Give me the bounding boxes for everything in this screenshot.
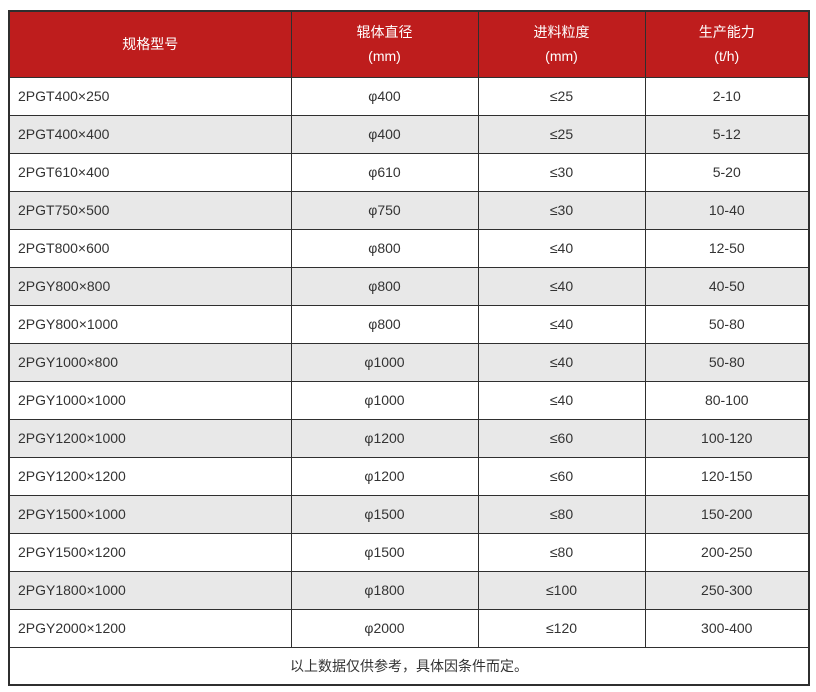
diameter-cell: φ750	[290, 190, 479, 230]
col-header-feed-size-label: 进料粒度	[533, 24, 590, 41]
diameter-cell: φ610	[290, 152, 479, 192]
capacity-cell: 5-12	[644, 114, 810, 154]
capacity-cell: 50-80	[644, 304, 810, 344]
model-cell: 2PGY1500×1200	[8, 532, 292, 572]
diameter-cell: φ800	[290, 304, 479, 344]
diameter-cell: φ1200	[290, 418, 479, 458]
col-header-capacity-label: 生产能力	[698, 24, 755, 41]
capacity-cell: 300-400	[644, 608, 810, 648]
col-header-feed-size-unit: (mm)	[545, 48, 578, 65]
table-row: 2PGT610×400 φ610 ≤30 5-20	[8, 152, 810, 192]
diameter-cell: φ1000	[290, 342, 479, 382]
feed-size-cell: ≤120	[477, 608, 646, 648]
table-row: 2PGY1500×1000 φ1500 ≤80 150-200	[8, 494, 810, 534]
footnote-row: 以上数据仅供参考，具体因条件而定。	[8, 646, 810, 686]
table-row: 2PGY1200×1000 φ1200 ≤60 100-120	[8, 418, 810, 458]
col-header-feed-size: 进料粒度 (mm)	[477, 10, 646, 78]
model-cell: 2PGY1800×1000	[8, 570, 292, 610]
capacity-cell: 200-250	[644, 532, 810, 572]
model-cell: 2PGY800×1000	[8, 304, 292, 344]
diameter-cell: φ1000	[290, 380, 479, 420]
feed-size-cell: ≤30	[477, 152, 646, 192]
model-cell: 2PGY1500×1000	[8, 494, 292, 534]
model-cell: 2PGY1200×1200	[8, 456, 292, 496]
model-cell: 2PGY1200×1000	[8, 418, 292, 458]
feed-size-cell: ≤40	[477, 342, 646, 382]
model-cell: 2PGY2000×1200	[8, 608, 292, 648]
table-row: 2PGT400×250 φ400 ≤25 2-10	[8, 76, 810, 116]
feed-size-cell: ≤100	[477, 570, 646, 610]
table-row: 2PGT800×600 φ800 ≤40 12-50	[8, 228, 810, 268]
capacity-cell: 2-10	[644, 76, 810, 116]
capacity-cell: 150-200	[644, 494, 810, 534]
diameter-cell: φ800	[290, 228, 479, 268]
diameter-cell: φ2000	[290, 608, 479, 648]
feed-size-cell: ≤40	[477, 304, 646, 344]
feed-size-cell: ≤80	[477, 532, 646, 572]
col-header-model: 规格型号	[8, 10, 292, 78]
table-row: 2PGT750×500 φ750 ≤30 10-40	[8, 190, 810, 230]
col-header-model-label: 规格型号	[122, 36, 179, 53]
diameter-cell: φ1800	[290, 570, 479, 610]
table-row: 2PGY800×800 φ800 ≤40 40-50	[8, 266, 810, 306]
capacity-cell: 80-100	[644, 380, 810, 420]
col-header-capacity-unit: (t/h)	[714, 48, 740, 65]
col-header-roller-diameter: 辊体直径 (mm)	[290, 10, 479, 78]
capacity-cell: 100-120	[644, 418, 810, 458]
feed-size-cell: ≤80	[477, 494, 646, 534]
table-row: 2PGY1200×1200 φ1200 ≤60 120-150	[8, 456, 810, 496]
diameter-cell: φ1500	[290, 532, 479, 572]
table-row: 2PGY2000×1200 φ2000 ≤120 300-400	[8, 608, 810, 648]
col-header-capacity: 生产能力 (t/h)	[644, 10, 810, 78]
model-cell: 2PGY1000×800	[8, 342, 292, 382]
diameter-cell: φ400	[290, 76, 479, 116]
table-row: 2PGY1000×800 φ1000 ≤40 50-80	[8, 342, 810, 382]
capacity-cell: 10-40	[644, 190, 810, 230]
col-header-roller-diameter-unit: (mm)	[368, 48, 401, 65]
table-row: 2PGY1000×1000 φ1000 ≤40 80-100	[8, 380, 810, 420]
feed-size-cell: ≤60	[477, 418, 646, 458]
capacity-cell: 120-150	[644, 456, 810, 496]
header-row: 规格型号 辊体直径 (mm) 进料粒度 (mm) 生产能力 (t/h)	[8, 10, 810, 78]
footnote-text: 以上数据仅供参考，具体因条件而定。	[8, 646, 810, 686]
capacity-cell: 250-300	[644, 570, 810, 610]
feed-size-cell: ≤40	[477, 266, 646, 306]
diameter-cell: φ1200	[290, 456, 479, 496]
table-row: 2PGY1800×1000 φ1800 ≤100 250-300	[8, 570, 810, 610]
capacity-cell: 50-80	[644, 342, 810, 382]
diameter-cell: φ800	[290, 266, 479, 306]
table-row: 2PGY800×1000 φ800 ≤40 50-80	[8, 304, 810, 344]
model-cell: 2PGT400×400	[8, 114, 292, 154]
model-cell: 2PGT800×600	[8, 228, 292, 268]
table-row: 2PGT400×400 φ400 ≤25 5-12	[8, 114, 810, 154]
feed-size-cell: ≤40	[477, 380, 646, 420]
model-cell: 2PGT610×400	[8, 152, 292, 192]
diameter-cell: φ400	[290, 114, 479, 154]
feed-size-cell: ≤30	[477, 190, 646, 230]
table-row: 2PGY1500×1200 φ1500 ≤80 200-250	[8, 532, 810, 572]
feed-size-cell: ≤60	[477, 456, 646, 496]
diameter-cell: φ1500	[290, 494, 479, 534]
capacity-cell: 12-50	[644, 228, 810, 268]
feed-size-cell: ≤25	[477, 76, 646, 116]
model-cell: 2PGT750×500	[8, 190, 292, 230]
spec-table: 规格型号 辊体直径 (mm) 进料粒度 (mm) 生产能力 (t/h) 2PGT…	[8, 10, 810, 686]
col-header-roller-diameter-label: 辊体直径	[356, 24, 413, 41]
feed-size-cell: ≤40	[477, 228, 646, 268]
capacity-cell: 40-50	[644, 266, 810, 306]
capacity-cell: 5-20	[644, 152, 810, 192]
model-cell: 2PGY800×800	[8, 266, 292, 306]
feed-size-cell: ≤25	[477, 114, 646, 154]
model-cell: 2PGT400×250	[8, 76, 292, 116]
model-cell: 2PGY1000×1000	[8, 380, 292, 420]
